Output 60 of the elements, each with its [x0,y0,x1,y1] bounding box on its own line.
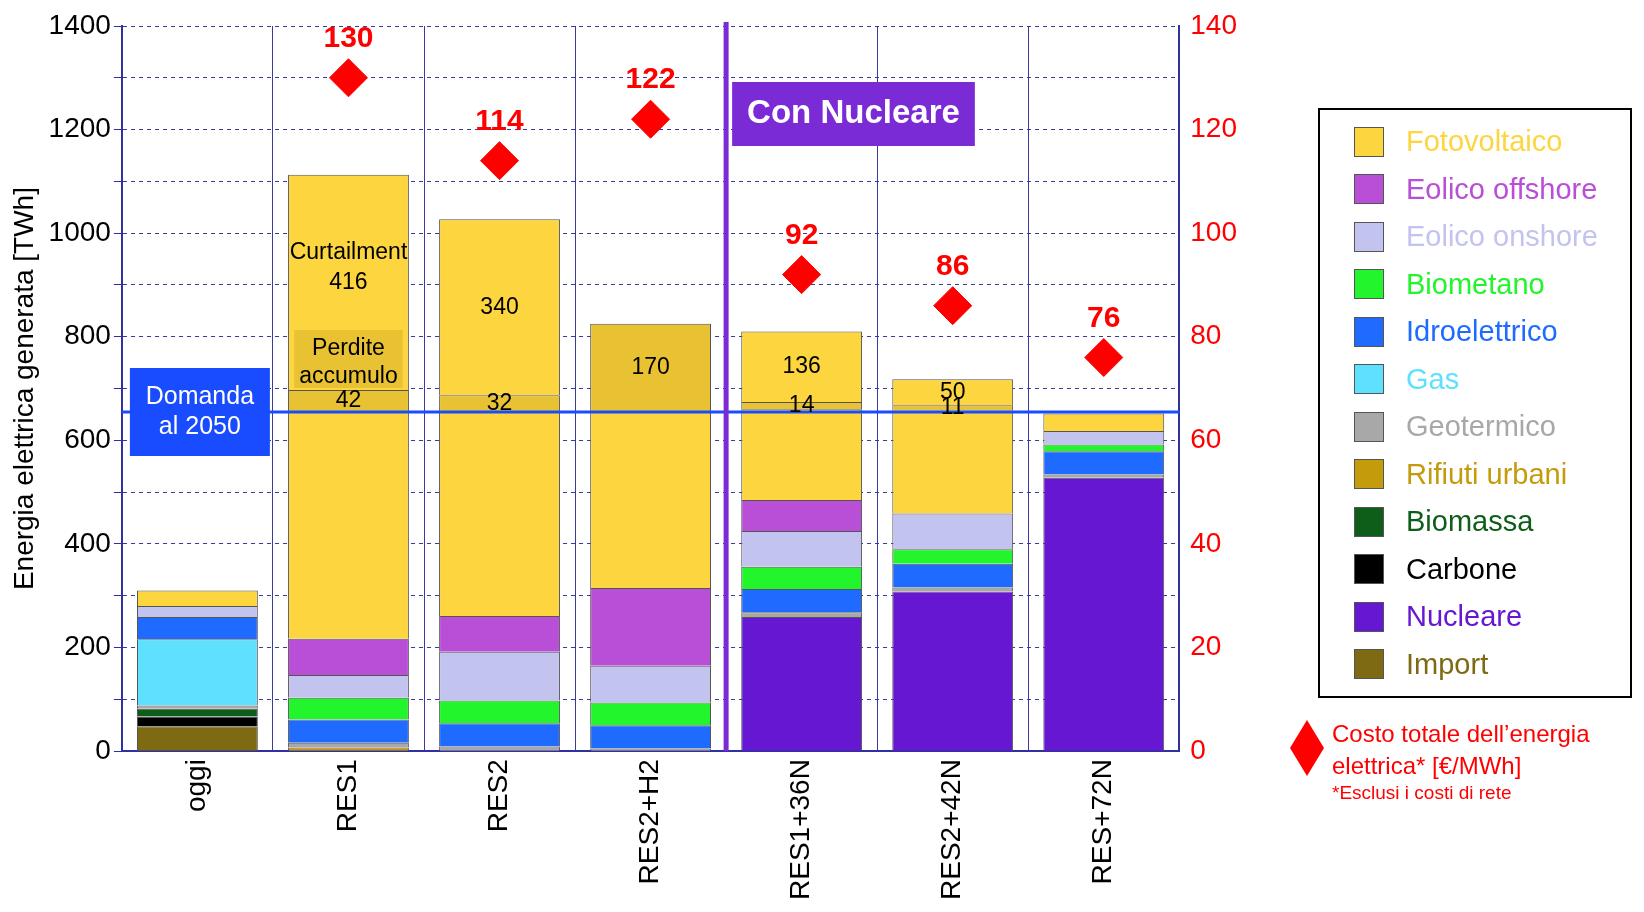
text: *Esclusi i costi di rete [1332,782,1513,804]
legend-label: Biomassa [1406,505,1534,539]
y2-tick-label: 140 [1190,8,1237,40]
y-tick-label: 1400 [48,8,111,40]
point [631,99,671,139]
legend-label: Idroelettrico [1406,315,1558,349]
y-tick-label: 200 [64,630,111,662]
data-label: 32 [486,388,513,415]
y2-tick-label: 80 [1190,319,1222,351]
data-label: 416 [329,267,368,294]
legend-label: Eolico onshore [1406,220,1598,254]
legend-label: Biometano [1406,267,1545,301]
legend-label: Costo totale dell’energia elettrica* [€/MWh] [1332,719,1591,781]
series-label: Curtailment [289,238,408,265]
data-label: 122 [625,61,676,95]
x-tick-label: RES2 [482,759,514,833]
legend-label: Import [1406,647,1489,681]
x-tick-label: oggi [180,759,212,813]
point [1084,337,1124,377]
legend-label: Fotovoltaico [1406,125,1563,159]
ref-line-label: Con Nucleare [747,93,960,131]
y-tick-label: 600 [64,423,111,455]
legend-label: Gas [1406,362,1460,396]
data-label: 76 [1087,299,1121,333]
y2-tick-label: 40 [1190,526,1222,558]
y-axis-title: Energia elettrica generata [TWh] [7,187,39,591]
x-tick-label: RES2+42N [935,759,967,901]
legend-label: Nucleare [1406,600,1523,634]
data-label: 86 [936,247,970,281]
x-tick-label: RES2+H2 [633,759,665,885]
data-label: 42 [335,386,362,413]
data-label: 136 [782,352,821,379]
point [933,286,973,326]
legend-label: Geotermico [1406,410,1556,444]
data-label: 340 [480,292,519,319]
legend-label: Eolico offshore [1406,172,1598,206]
y2-tick-label: 0 [1190,733,1206,765]
data-label: 92 [784,216,819,250]
legend-label: Rifiuti urbani [1406,457,1568,491]
y-tick-label: 800 [64,319,111,351]
y2-tick-label: 100 [1190,215,1237,247]
point [480,141,520,181]
y2-tick-label: 60 [1190,423,1222,455]
x-tick-label: RES+72N [1086,759,1118,885]
y-tick-label: 1000 [48,215,111,247]
x-tick-label: RES1 [331,759,363,833]
y2-tick-label: 120 [1190,112,1237,144]
ref-line-label: Domanda al 2050 [145,380,255,439]
y-tick-label: 400 [64,526,111,558]
x-tick-label: RES1+36N [784,759,816,901]
y-tick-label: 1200 [48,112,111,144]
data-label: 130 [323,20,374,54]
point [782,255,822,295]
series-label: Perdite accumulo [299,333,398,388]
data-label: 114 [475,102,525,136]
point [328,58,368,98]
legend-label: Carbone [1406,552,1518,586]
y-tick-label: 0 [95,733,111,765]
y2-tick-label: 20 [1190,630,1222,662]
data-label: 170 [631,353,670,380]
